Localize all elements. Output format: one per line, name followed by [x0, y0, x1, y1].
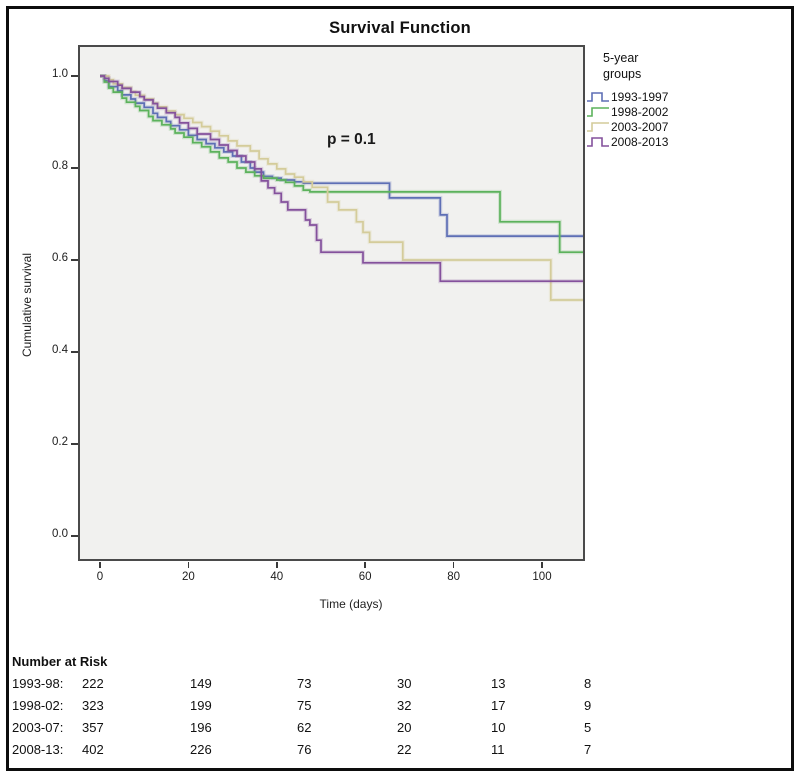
survival-curve — [100, 74, 583, 302]
risk-row-label: 1998-02: — [12, 698, 64, 713]
legend-item-label: 2003-2007 — [611, 119, 669, 134]
survival-curve — [100, 75, 583, 283]
y-tick-label: 0.4 — [52, 344, 68, 356]
y-axis-label: Cumulative survival — [20, 252, 34, 358]
x-tick-label: 100 — [532, 571, 552, 583]
survival-curve — [100, 74, 583, 239]
y-tick-mark — [71, 443, 78, 445]
risk-cell: 30 — [397, 676, 412, 691]
risk-cell: 402 — [82, 742, 104, 757]
x-tick-label: 0 — [96, 571, 104, 583]
risk-cell: 196 — [190, 720, 212, 735]
survival-curve — [100, 74, 583, 255]
y-tick-mark — [71, 75, 78, 77]
risk-cell: 7 — [584, 742, 592, 757]
risk-cell: 11 — [491, 742, 505, 757]
risk-cell: 13 — [491, 676, 506, 691]
x-tick-mark — [452, 562, 455, 568]
risk-cell: 8 — [584, 676, 592, 691]
risk-row-label: 2003-07: — [12, 720, 64, 735]
risk-cell: 10 — [491, 720, 506, 735]
x-axis-label: Time (days) — [319, 597, 383, 611]
legend-items: 1993-1997 1998-2002 2003-2007 2008-2013 — [586, 89, 706, 149]
risk-cell: 222 — [82, 676, 104, 691]
risk-cell: 323 — [82, 698, 104, 713]
x-tick-label: 40 — [270, 571, 284, 583]
y-tick-label: 0.2 — [52, 436, 68, 448]
y-tick-label: 0.0 — [52, 528, 68, 540]
x-tick-mark — [364, 562, 366, 568]
km-curves — [100, 74, 583, 302]
survival-curve — [100, 75, 583, 301]
risk-cell: 22 — [397, 742, 412, 757]
risk-cell: 5 — [584, 720, 592, 735]
x-tick-label: 20 — [181, 571, 195, 583]
legend-step-line-icon — [587, 106, 609, 117]
survival-curve — [100, 74, 583, 284]
x-tick-label: 60 — [358, 571, 372, 583]
survival-curve — [100, 75, 583, 254]
risk-cell: 75 — [297, 698, 312, 713]
risk-cell: 62 — [297, 720, 312, 735]
y-tick-label: 0.6 — [52, 252, 68, 264]
risk-cell: 73 — [297, 676, 312, 691]
risk-cell: 9 — [584, 698, 592, 713]
legend-step-line-icon — [587, 91, 609, 102]
risk-cell: 149 — [190, 676, 212, 691]
legend-title: 5-year groups — [603, 50, 706, 82]
risk-row-label: 2008-13: — [12, 742, 64, 757]
risk-cell: 17 — [491, 698, 506, 713]
legend-item: 1998-2002 — [586, 104, 706, 119]
risk-cell: 357 — [82, 720, 104, 735]
legend-item: 2003-2007 — [586, 119, 706, 134]
risk-row-label: 1993-98: — [12, 676, 64, 691]
x-tick-mark — [276, 562, 278, 568]
survival-curve — [100, 75, 583, 237]
legend-item-label: 1993-1997 — [611, 89, 669, 104]
y-tick-label: 0.8 — [52, 160, 68, 172]
x-tick-mark — [541, 562, 543, 568]
y-tick-mark — [71, 259, 78, 261]
y-tick-mark — [71, 351, 78, 353]
x-tick-label: 80 — [447, 571, 460, 583]
y-tick-mark — [71, 535, 78, 537]
risk-cell: 226 — [190, 742, 212, 757]
risk-cell: 20 — [397, 720, 412, 735]
y-tick-mark — [71, 167, 78, 169]
risk-cell: 199 — [190, 698, 212, 713]
legend-step-line-icon — [587, 121, 609, 132]
legend-item-label: 2008-2013 — [611, 134, 669, 149]
risk-cell: 32 — [397, 698, 412, 713]
legend-title-line1: 5-year — [603, 51, 639, 65]
chart-title: Survival Function — [329, 19, 471, 37]
y-tick-label: 1.0 — [52, 68, 68, 80]
legend-item: 1993-1997 — [586, 89, 706, 104]
risk-table-header: Number at Risk — [12, 654, 108, 669]
x-tick-mark — [187, 562, 190, 568]
plot-area — [78, 45, 585, 561]
legend-item-label: 1998-2002 — [611, 104, 669, 119]
p-value-annotation: p = 0.1 — [327, 131, 376, 148]
legend-step-line-icon — [587, 136, 609, 147]
risk-cell: 76 — [297, 742, 312, 757]
x-tick-mark — [99, 562, 101, 568]
legend-title-line2: groups — [603, 67, 642, 81]
legend-item: 2008-2013 — [586, 134, 706, 149]
legend: 5-year groups 1993-1997 1998-2002 2003-200… — [586, 50, 706, 149]
